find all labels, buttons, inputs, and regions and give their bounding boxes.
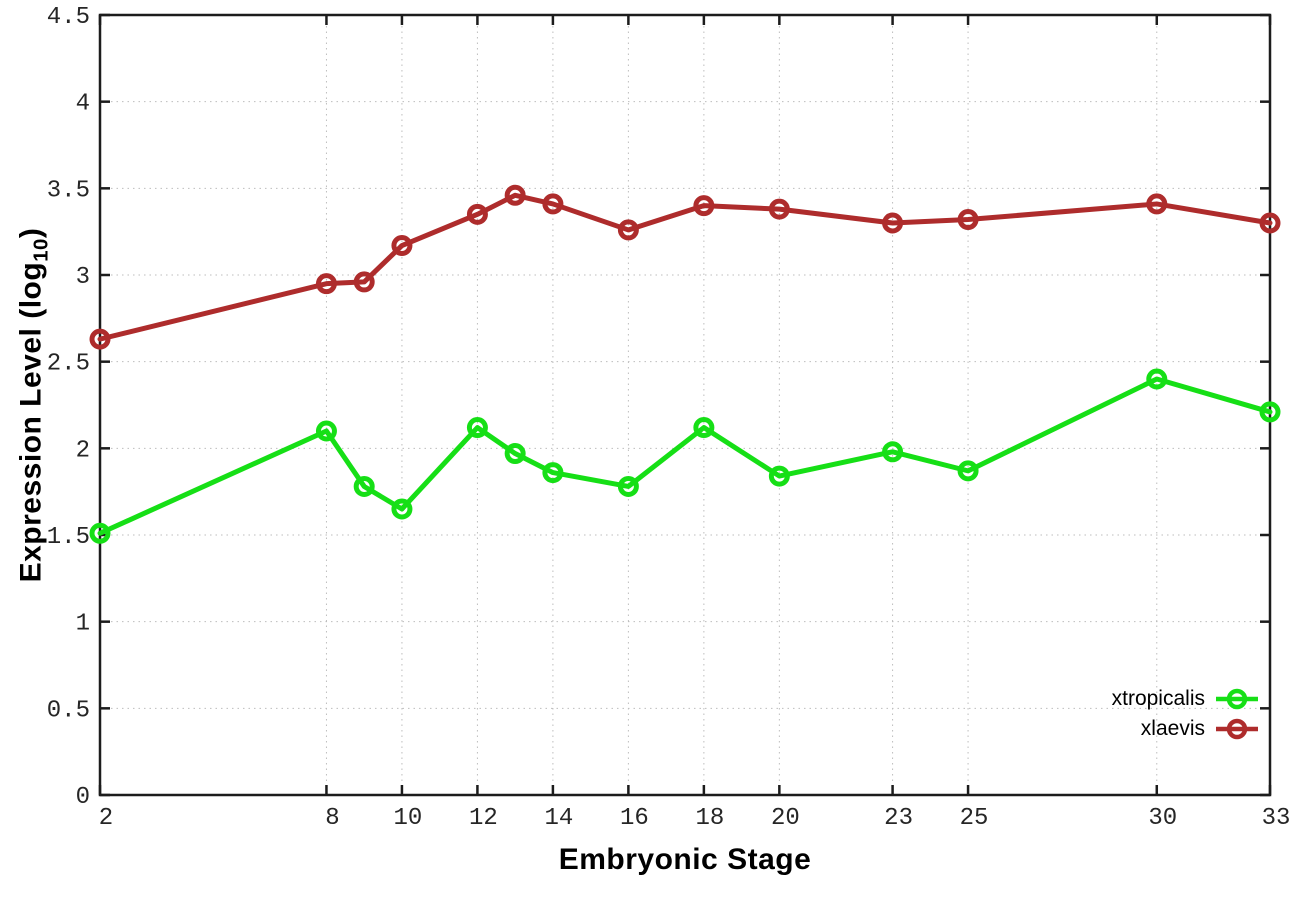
- y-tick-label: 2.5: [47, 351, 90, 378]
- data-point-xtropicalis: [353, 475, 375, 497]
- y-tick-label: 2: [76, 437, 90, 464]
- data-point-xlaevis: [542, 193, 564, 215]
- legend-label: xlaevis: [1140, 717, 1205, 740]
- data-point-xlaevis: [768, 198, 790, 220]
- data-point-xlaevis: [504, 184, 526, 206]
- data-point-xlaevis: [1259, 212, 1281, 234]
- data-point-xtropicalis: [693, 417, 715, 439]
- series-line-xlaevis: [97, 192, 1273, 342]
- data-point-xtropicalis: [466, 417, 488, 439]
- x-tick-label: 23: [884, 805, 913, 832]
- plot-border: [98, 13, 1272, 797]
- data-point-xlaevis: [391, 235, 413, 257]
- x-tick-label: 30: [1148, 805, 1177, 832]
- legend-marker-xlaevis: [1216, 718, 1258, 740]
- data-point-xtropicalis: [1259, 401, 1281, 423]
- y-tick-label: 0: [76, 784, 90, 811]
- legend-marker-xtropicalis: [1216, 688, 1258, 710]
- data-point-xtropicalis: [504, 443, 526, 465]
- y-axis-title: Expression Level (log10): [15, 228, 54, 583]
- legend-entry-xtropicalis: xtropicalis: [1112, 685, 1260, 713]
- data-point-xlaevis: [693, 195, 715, 217]
- x-tick-label: 16: [620, 805, 649, 832]
- y-tick-label: 1.5: [47, 524, 90, 551]
- legend-circle-sample: [1226, 688, 1248, 710]
- y-tick-label: 3: [76, 264, 90, 291]
- x-tick-label: 2: [99, 805, 113, 832]
- data-point-xlaevis: [1146, 193, 1168, 215]
- data-point-xtropicalis: [957, 460, 979, 482]
- data-point-xlaevis: [957, 209, 979, 231]
- y-axis-title-text: Expression Level (log: [14, 261, 48, 583]
- data-point-xlaevis: [353, 271, 375, 293]
- y-tick-label: 1: [76, 611, 90, 638]
- data-point-xtropicalis: [391, 498, 413, 520]
- x-tick-label: 33: [1262, 805, 1291, 832]
- data-point-xtropicalis: [768, 465, 790, 487]
- legend: xtropicalis xlaevis: [1112, 685, 1260, 743]
- data-point-xtropicalis: [1146, 368, 1168, 390]
- x-tick-label: 14: [544, 805, 573, 832]
- legend-circle-sample: [1226, 718, 1248, 740]
- series-line-xtropicalis: [97, 376, 1273, 536]
- y-axis-title-subscript: 10: [30, 238, 53, 262]
- data-point-xtropicalis: [89, 522, 111, 544]
- x-tick-label: 25: [960, 805, 989, 832]
- y-tick-label: 3.5: [47, 177, 90, 204]
- data-point-xlaevis: [466, 203, 488, 225]
- x-tick-label: 20: [771, 805, 800, 832]
- data-point-xlaevis: [617, 219, 639, 241]
- x-tick-label: 8: [325, 805, 339, 832]
- x-axis-title: Embryonic Stage: [558, 843, 812, 876]
- data-point-xlaevis: [882, 212, 904, 234]
- x-tick-label: 18: [695, 805, 724, 832]
- legend-label: xtropicalis: [1111, 687, 1205, 710]
- x-tick-label: 10: [394, 805, 423, 832]
- y-axis-title-close: ): [14, 227, 48, 239]
- y-tick-label: 0.5: [47, 697, 90, 724]
- legend-entry-xlaevis: xlaevis: [1141, 715, 1260, 743]
- x-tick-label: 12: [469, 805, 498, 832]
- data-point-xlaevis: [89, 328, 111, 350]
- data-point-xlaevis: [315, 273, 337, 295]
- data-point-xtropicalis: [882, 441, 904, 463]
- y-tick-label: 4.5: [47, 4, 90, 31]
- data-point-xtropicalis: [315, 420, 337, 442]
- y-tick-label: 4: [76, 91, 90, 118]
- data-point-xtropicalis: [617, 475, 639, 497]
- data-point-xtropicalis: [542, 462, 564, 484]
